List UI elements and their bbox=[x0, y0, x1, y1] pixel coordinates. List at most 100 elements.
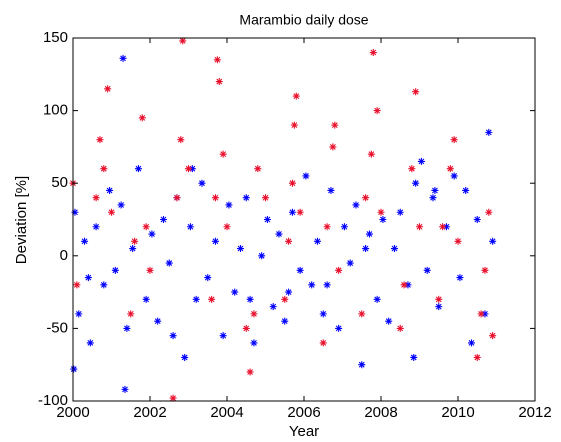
point bbox=[177, 136, 185, 144]
point bbox=[96, 136, 104, 144]
point bbox=[489, 237, 497, 245]
point bbox=[231, 288, 239, 296]
point bbox=[390, 245, 398, 253]
point bbox=[215, 78, 223, 86]
point bbox=[181, 353, 189, 361]
point bbox=[250, 339, 258, 347]
point bbox=[340, 223, 348, 231]
point bbox=[106, 186, 114, 194]
point bbox=[410, 353, 418, 361]
x-tick-label: 2004 bbox=[210, 404, 243, 421]
point bbox=[104, 85, 112, 93]
point bbox=[377, 208, 385, 216]
point bbox=[358, 361, 366, 369]
point bbox=[400, 281, 408, 289]
point bbox=[346, 259, 354, 267]
point bbox=[379, 216, 387, 223]
point bbox=[456, 274, 464, 282]
point bbox=[148, 230, 156, 238]
point bbox=[369, 49, 377, 57]
x-tick-label: 2002 bbox=[133, 404, 166, 421]
point bbox=[416, 223, 423, 231]
point bbox=[288, 179, 296, 187]
point bbox=[192, 295, 200, 303]
point bbox=[223, 223, 231, 231]
point bbox=[365, 230, 373, 238]
point bbox=[138, 114, 146, 122]
point bbox=[154, 317, 162, 325]
point bbox=[290, 121, 298, 129]
point bbox=[285, 288, 293, 296]
point bbox=[134, 165, 142, 173]
point bbox=[275, 230, 283, 238]
point bbox=[439, 223, 447, 231]
point bbox=[84, 274, 92, 282]
point bbox=[352, 201, 360, 209]
point bbox=[211, 237, 219, 245]
point bbox=[92, 223, 100, 231]
point bbox=[285, 237, 293, 245]
point bbox=[186, 223, 194, 231]
point bbox=[146, 266, 154, 274]
point bbox=[262, 194, 269, 202]
point bbox=[429, 194, 437, 202]
point bbox=[404, 281, 412, 289]
point bbox=[258, 252, 266, 260]
x-axis-label: Year bbox=[289, 423, 319, 440]
point bbox=[335, 324, 343, 332]
point bbox=[108, 208, 115, 216]
point bbox=[335, 266, 343, 274]
point bbox=[250, 310, 258, 318]
x-tick-label: 2008 bbox=[364, 404, 397, 421]
x-tick-label: 2010 bbox=[441, 404, 474, 421]
point bbox=[198, 179, 206, 187]
point bbox=[111, 266, 119, 274]
point bbox=[362, 194, 370, 202]
x-tick-label: 2006 bbox=[287, 404, 320, 421]
point bbox=[396, 208, 404, 216]
point bbox=[246, 295, 254, 303]
point bbox=[477, 310, 485, 318]
point bbox=[123, 324, 131, 332]
point bbox=[263, 216, 271, 223]
point bbox=[296, 266, 304, 274]
point bbox=[129, 245, 137, 253]
point bbox=[131, 237, 139, 245]
point bbox=[327, 186, 335, 194]
point bbox=[454, 237, 462, 245]
point bbox=[417, 157, 425, 165]
point bbox=[367, 150, 375, 158]
point bbox=[450, 136, 458, 144]
point bbox=[481, 310, 489, 318]
point bbox=[435, 295, 443, 303]
point bbox=[142, 223, 150, 231]
point bbox=[173, 194, 181, 202]
point bbox=[204, 274, 212, 282]
y-tick-label: -50 bbox=[46, 319, 68, 336]
y-tick-label: 100 bbox=[43, 102, 68, 119]
point bbox=[296, 208, 304, 216]
point bbox=[408, 165, 416, 173]
y-tick-label: 0 bbox=[60, 247, 68, 264]
point bbox=[329, 143, 337, 151]
point bbox=[319, 310, 327, 318]
y-tick-label: -100 bbox=[38, 392, 68, 409]
chart-title: Marambio daily dose bbox=[239, 12, 368, 28]
x-tick-label: 2012 bbox=[518, 404, 551, 421]
point bbox=[213, 56, 221, 64]
point bbox=[358, 310, 366, 318]
point bbox=[446, 165, 454, 173]
point bbox=[462, 186, 470, 194]
point bbox=[117, 201, 125, 209]
point bbox=[292, 92, 300, 100]
point bbox=[467, 339, 475, 347]
point bbox=[254, 165, 262, 173]
point bbox=[169, 394, 177, 402]
point bbox=[373, 295, 381, 303]
point bbox=[489, 332, 497, 340]
point bbox=[435, 303, 443, 311]
point bbox=[73, 281, 81, 289]
point bbox=[269, 303, 277, 311]
point bbox=[246, 368, 254, 376]
